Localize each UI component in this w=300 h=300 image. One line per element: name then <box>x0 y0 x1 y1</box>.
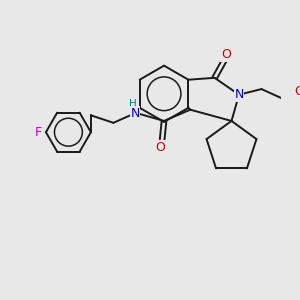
Text: H: H <box>129 99 137 109</box>
Text: O: O <box>294 85 300 98</box>
Text: F: F <box>35 126 42 139</box>
Text: N: N <box>234 88 244 101</box>
Text: O: O <box>221 48 231 61</box>
Text: N: N <box>130 107 140 120</box>
Text: O: O <box>155 141 165 154</box>
